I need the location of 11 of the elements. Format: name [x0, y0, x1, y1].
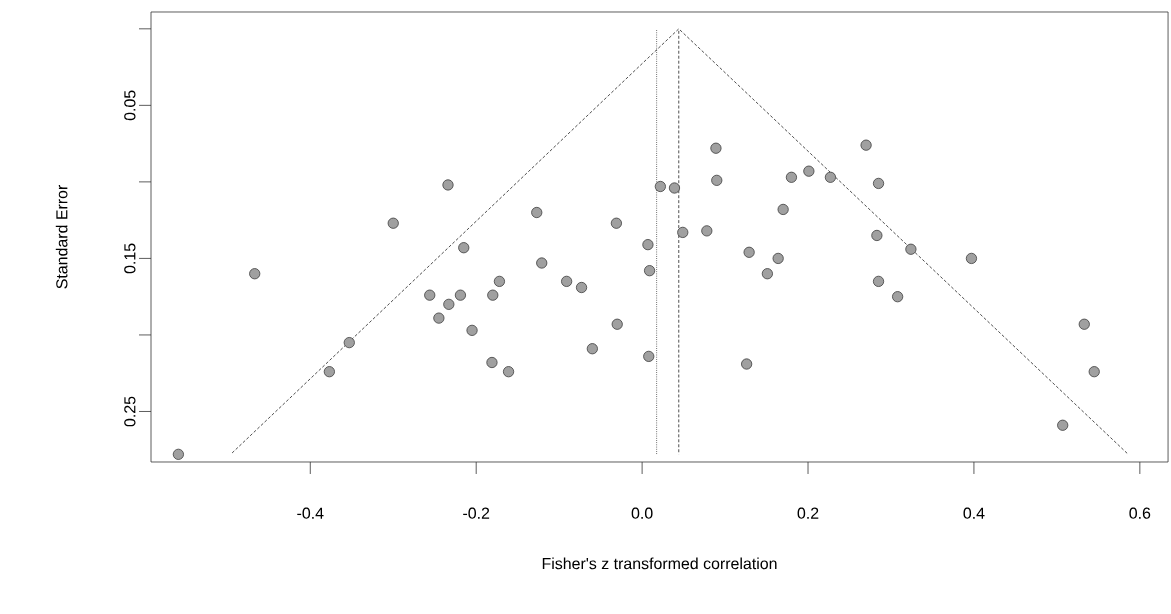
x-tick-label: 0.4: [963, 507, 985, 519]
x-tick-label: -0.2: [463, 507, 490, 519]
x-tick-label: 0.6: [1129, 507, 1151, 519]
y-tick-label: 0.15: [124, 243, 136, 274]
x-tick-label: 0.0: [631, 507, 653, 519]
x-tick-label: 0.2: [797, 507, 819, 519]
x-tick-label: -0.4: [297, 507, 324, 519]
y-tick-label: 0.25: [124, 396, 136, 427]
y-axis-title: Standard Error: [55, 185, 68, 289]
y-tick-label: 0.05: [124, 90, 136, 121]
x-axis-title: Fisher's z transformed correlation: [542, 557, 777, 570]
